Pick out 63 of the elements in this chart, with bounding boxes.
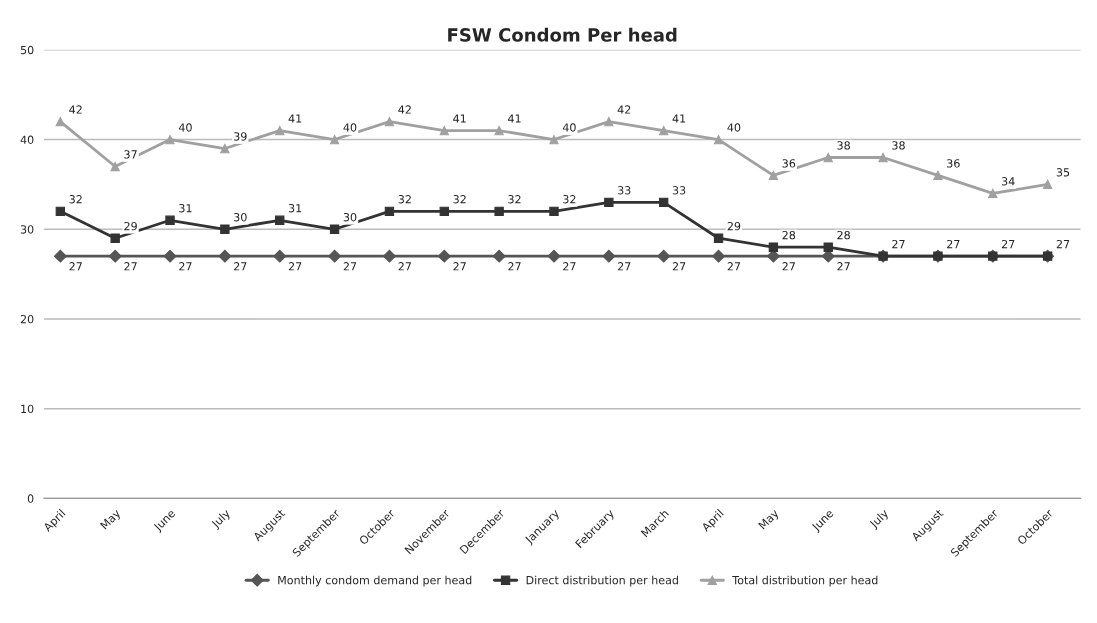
legend-label: Direct distribution per head xyxy=(526,575,678,587)
legend-label: Monthly condom demand per head xyxy=(278,575,472,587)
chart-title: FSW Condom Per head xyxy=(448,27,677,42)
data-label: 42 xyxy=(398,105,411,114)
data-label: 27 xyxy=(892,239,905,249)
data-label: 40 xyxy=(178,123,192,132)
data-label: 27 xyxy=(563,262,576,271)
data-label: 27 xyxy=(343,262,357,271)
data-label: 40 xyxy=(727,123,741,132)
data-label: 37 xyxy=(124,150,137,159)
data-label: 36 xyxy=(947,159,960,168)
data-label: 31 xyxy=(288,204,302,213)
data-label: 41 xyxy=(288,114,302,123)
data-label: 32 xyxy=(453,195,466,204)
data-label: 27 xyxy=(288,262,302,271)
data-label: 36 xyxy=(782,159,796,168)
data-label: 41 xyxy=(508,114,521,123)
data-label: 27 xyxy=(179,262,192,271)
data-label: 30 xyxy=(343,212,357,222)
data-label: 27 xyxy=(837,262,850,271)
data-label: 27 xyxy=(69,262,82,271)
y-tick-label: 0 xyxy=(27,494,34,503)
data-label: 27 xyxy=(234,262,247,271)
data-label: 32 xyxy=(398,195,411,204)
data-label: 27 xyxy=(727,262,741,271)
y-tick-label: 30 xyxy=(20,225,34,234)
data-label: 27 xyxy=(672,262,686,271)
data-label: 38 xyxy=(892,141,905,150)
data-label: 27 xyxy=(398,262,411,271)
data-label: 27 xyxy=(1001,239,1015,249)
data-label: 33 xyxy=(618,186,631,195)
data-label: 42 xyxy=(617,105,631,114)
data-label: 41 xyxy=(672,114,686,123)
data-label: 41 xyxy=(453,114,466,123)
data-label: 29 xyxy=(124,221,137,231)
data-label: 31 xyxy=(179,204,192,213)
data-label: 27 xyxy=(1056,239,1070,249)
data-label: 32 xyxy=(508,195,521,204)
legend-label: Total distribution per head xyxy=(732,575,878,587)
data-label: 28 xyxy=(782,230,796,240)
data-label: 42 xyxy=(69,105,82,114)
data-label: 40 xyxy=(343,123,357,132)
data-label: 27 xyxy=(124,262,137,271)
data-label: 32 xyxy=(69,195,82,204)
y-tick-label: 40 xyxy=(20,135,34,144)
data-label: 27 xyxy=(508,262,521,271)
data-label: 27 xyxy=(782,262,795,271)
data-label: 35 xyxy=(1056,168,1070,177)
y-tick-label: 10 xyxy=(21,404,34,414)
data-label: 29 xyxy=(727,221,741,231)
data-label: 27 xyxy=(947,239,960,249)
data-label: 28 xyxy=(837,230,850,240)
data-label: 27 xyxy=(617,262,631,271)
data-label: 33 xyxy=(672,186,686,195)
data-label: 40 xyxy=(562,123,576,132)
data-label: 32 xyxy=(563,195,576,204)
y-tick-label: 50 xyxy=(20,45,34,55)
data-label: 38 xyxy=(837,141,850,150)
y-tick-label: 20 xyxy=(20,314,34,324)
data-label: 30 xyxy=(234,212,247,222)
data-label: 39 xyxy=(234,132,247,141)
data-label: 34 xyxy=(1001,177,1015,186)
data-label: 27 xyxy=(453,262,466,271)
